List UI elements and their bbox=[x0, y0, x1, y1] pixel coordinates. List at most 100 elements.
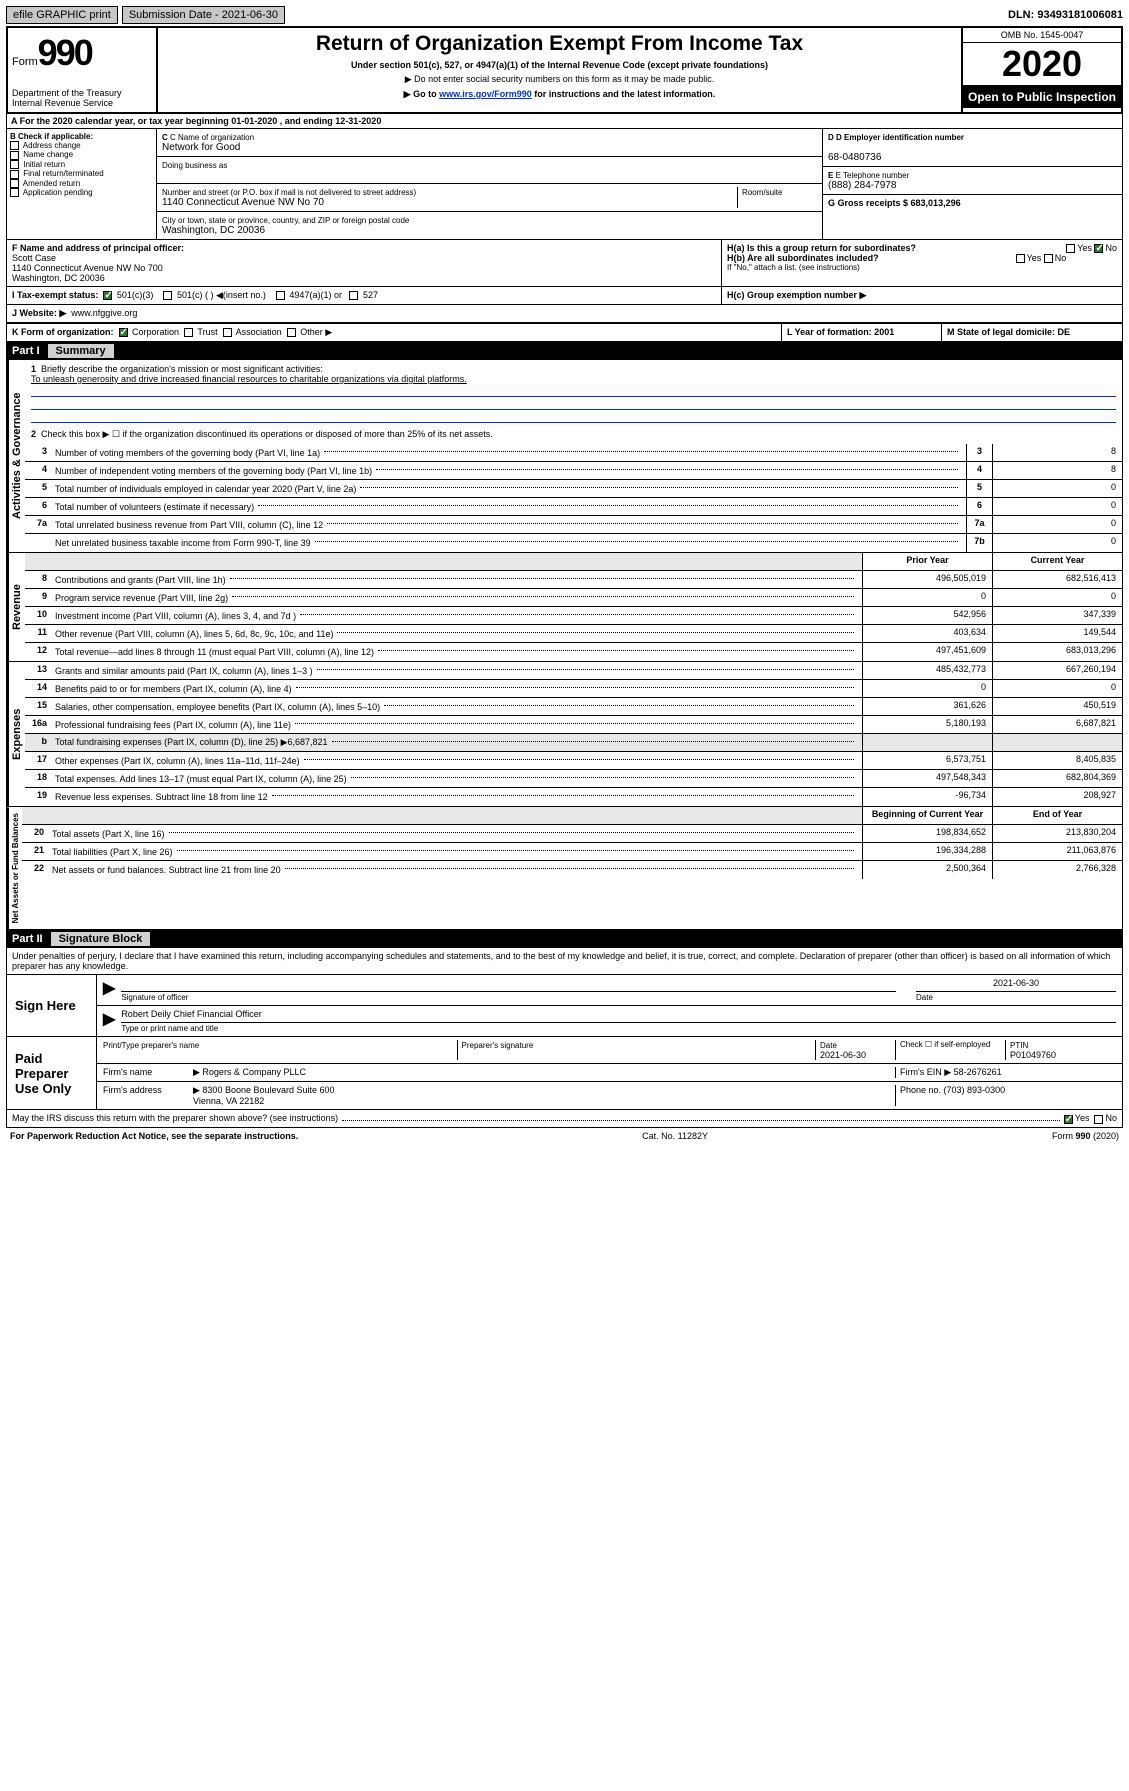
form-word: Form bbox=[12, 56, 38, 68]
part-2-header: Part II Signature Block bbox=[6, 930, 1123, 948]
officer-label: F Name and address of principal officer: bbox=[12, 243, 716, 253]
tab-expenses: Expenses bbox=[7, 662, 25, 806]
form-footer: Form 990 (2020) bbox=[1052, 1131, 1119, 1141]
summary-line: 14Benefits paid to or for members (Part … bbox=[25, 680, 1122, 698]
firm-addr-label: Firm's address bbox=[103, 1085, 193, 1106]
open-inspection: Open to Public Inspection bbox=[963, 86, 1121, 108]
efile-button[interactable]: efile GRAPHIC print bbox=[6, 6, 118, 24]
officer-addr1: 1140 Connecticut Avenue NW No 700 bbox=[12, 263, 716, 273]
col-prior: Prior Year bbox=[862, 553, 992, 570]
h-a: H(a) Is this a group return for subordin… bbox=[727, 243, 1117, 253]
summary-line: 12Total revenue—add lines 8 through 11 (… bbox=[25, 643, 1122, 661]
summary-line: 10Investment income (Part VIII, column (… bbox=[25, 607, 1122, 625]
state-domicile: M State of legal domicile: DE bbox=[942, 324, 1122, 341]
summary-line: 8Contributions and grants (Part VIII, li… bbox=[25, 571, 1122, 589]
street-address: 1140 Connecticut Avenue NW No 70 bbox=[162, 197, 324, 208]
sig-date: 2021-06-30 bbox=[916, 978, 1116, 992]
summary-line: 9Program service revenue (Part VIII, lin… bbox=[25, 589, 1122, 607]
box-b-item: Name change bbox=[10, 150, 153, 159]
perjury-statement: Under penalties of perjury, I declare th… bbox=[6, 948, 1123, 975]
ptin-value: P01049760 bbox=[1010, 1050, 1056, 1060]
pra-notice: For Paperwork Reduction Act Notice, see … bbox=[10, 1131, 298, 1141]
form-of-org: K Form of organization: Corporation Trus… bbox=[7, 324, 782, 341]
col-beginning: Beginning of Current Year bbox=[862, 807, 992, 824]
h-b: H(b) Are all subordinates included? Yes … bbox=[727, 253, 1117, 263]
sign-here-label: Sign Here bbox=[7, 975, 97, 1036]
tax-year: 2020 bbox=[963, 43, 1121, 86]
officer-name: Scott Case bbox=[12, 253, 716, 263]
summary-line: 19Revenue less expenses. Subtract line 1… bbox=[25, 788, 1122, 806]
firm-ein: Firm's EIN ▶ 58-2676261 bbox=[896, 1067, 1116, 1078]
paid-preparer-label: Paid Preparer Use Only bbox=[7, 1037, 97, 1109]
firm-phone: Phone no. (703) 893-0300 bbox=[896, 1085, 1116, 1106]
officer-typed-name: Robert Deily Chief Financial Officer bbox=[121, 1009, 1116, 1023]
omb-number: OMB No. 1545-0047 bbox=[963, 28, 1121, 43]
summary-line: 16aProfessional fundraising fees (Part I… bbox=[25, 716, 1122, 734]
row-a-period: A For the 2020 calendar year, or tax yea… bbox=[7, 114, 1122, 129]
ptin-label: PTIN bbox=[1010, 1041, 1028, 1050]
goto-post: for instructions and the latest informat… bbox=[532, 89, 716, 99]
summary-line: 20Total assets (Part X, line 16)198,834,… bbox=[22, 825, 1122, 843]
tab-netassets: Net Assets or Fund Balances bbox=[7, 807, 22, 929]
org-name-label: C C Name of organization bbox=[162, 133, 254, 142]
subtitle-2: ▶ Do not enter social security numbers o… bbox=[164, 74, 955, 85]
tax-exempt-row: I Tax-exempt status: 501(c)(3) 501(c) ( … bbox=[7, 287, 722, 304]
summary-line: 18Total expenses. Add lines 13–17 (must … bbox=[25, 770, 1122, 788]
summary-line: 21Total liabilities (Part X, line 26)196… bbox=[22, 843, 1122, 861]
line-1-label: Briefly describe the organization's miss… bbox=[41, 364, 323, 374]
officer-addr2: Washington, DC 20036 bbox=[12, 273, 716, 283]
h-note: If "No," attach a list. (see instruction… bbox=[727, 263, 1117, 272]
form-title: Return of Organization Exempt From Incom… bbox=[164, 32, 955, 56]
firm-name-label: Firm's name bbox=[103, 1067, 193, 1078]
summary-line: 13Grants and similar amounts paid (Part … bbox=[25, 662, 1122, 680]
subtitle-3: ▶ Go to www.irs.gov/Form990 for instruct… bbox=[164, 89, 955, 100]
dln: DLN: 93493181006081 bbox=[1008, 9, 1123, 21]
prep-date: 2021-06-30 bbox=[820, 1050, 866, 1060]
summary-line: 17Other expenses (Part IX, column (A), l… bbox=[25, 752, 1122, 770]
city-label: City or town, state or province, country… bbox=[162, 216, 409, 225]
col-current: Current Year bbox=[992, 553, 1122, 570]
firm-address: ▶ 8300 Boone Boulevard Suite 600 Vienna,… bbox=[193, 1085, 896, 1106]
ein-label: D D Employer identification number bbox=[828, 133, 964, 142]
summary-line: 3Number of voting members of the governi… bbox=[25, 444, 1122, 462]
year-formation: L Year of formation: 2001 bbox=[782, 324, 942, 341]
tab-revenue: Revenue bbox=[7, 553, 25, 661]
website-row: J Website: ▶ www.nfggive.org bbox=[7, 305, 1122, 322]
phone-label: E E Telephone number bbox=[828, 171, 909, 180]
prep-name-label: Print/Type preparer's name bbox=[103, 1041, 199, 1050]
box-b-item: Amended return bbox=[10, 179, 153, 188]
summary-line: 5Total number of individuals employed in… bbox=[25, 480, 1122, 498]
summary-line: bTotal fundraising expenses (Part IX, co… bbox=[25, 734, 1122, 752]
col-end: End of Year bbox=[992, 807, 1122, 824]
top-toolbar: efile GRAPHIC print Submission Date - 20… bbox=[6, 6, 1123, 24]
dept-treasury: Department of the Treasury Internal Reve… bbox=[12, 88, 152, 108]
subtitle-1: Under section 501(c), 527, or 4947(a)(1)… bbox=[164, 60, 955, 70]
cat-no: Cat. No. 11282Y bbox=[642, 1131, 708, 1141]
box-b-item: Final return/terminated bbox=[10, 169, 153, 178]
summary-line: 22Net assets or fund balances. Subtract … bbox=[22, 861, 1122, 879]
summary-line: 11Other revenue (Part VIII, column (A), … bbox=[25, 625, 1122, 643]
summary-line: 4Number of independent voting members of… bbox=[25, 462, 1122, 480]
line-2: Check this box ▶ ☐ if the organization d… bbox=[41, 429, 493, 439]
dba-label: Doing business as bbox=[162, 161, 227, 170]
box-b-label: B Check if applicable: bbox=[10, 132, 93, 141]
goto-pre: ▶ Go to bbox=[404, 89, 439, 99]
mission-text: To unleash generosity and drive increase… bbox=[31, 374, 467, 384]
room-label: Room/suite bbox=[742, 188, 782, 197]
type-name-label: Type or print name and title bbox=[121, 1024, 218, 1033]
discuss-row: May the IRS discuss this return with the… bbox=[6, 1110, 1123, 1127]
prep-sig-label: Preparer's signature bbox=[462, 1041, 534, 1050]
sig-officer-label: Signature of officer bbox=[121, 993, 188, 1002]
gross-receipts: G Gross receipts $ 683,013,296 bbox=[823, 195, 1122, 211]
form990-link[interactable]: www.irs.gov/Form990 bbox=[439, 89, 532, 99]
box-b-item: Address change bbox=[10, 141, 153, 150]
phone-value: (888) 284-7978 bbox=[828, 180, 896, 191]
h-c: H(c) Group exemption number ▶ bbox=[722, 287, 1122, 304]
summary-line: 6Total number of volunteers (estimate if… bbox=[25, 498, 1122, 516]
summary-line: 7aTotal unrelated business revenue from … bbox=[25, 516, 1122, 534]
form-header: Form 990 Department of the Treasury Inte… bbox=[6, 26, 1123, 114]
org-name: Network for Good bbox=[162, 142, 240, 153]
tab-governance: Activities & Governance bbox=[7, 360, 25, 552]
ein-value: 68-0480736 bbox=[828, 152, 881, 163]
check-self-employed: Check ☐ if self-employed bbox=[896, 1040, 1006, 1060]
